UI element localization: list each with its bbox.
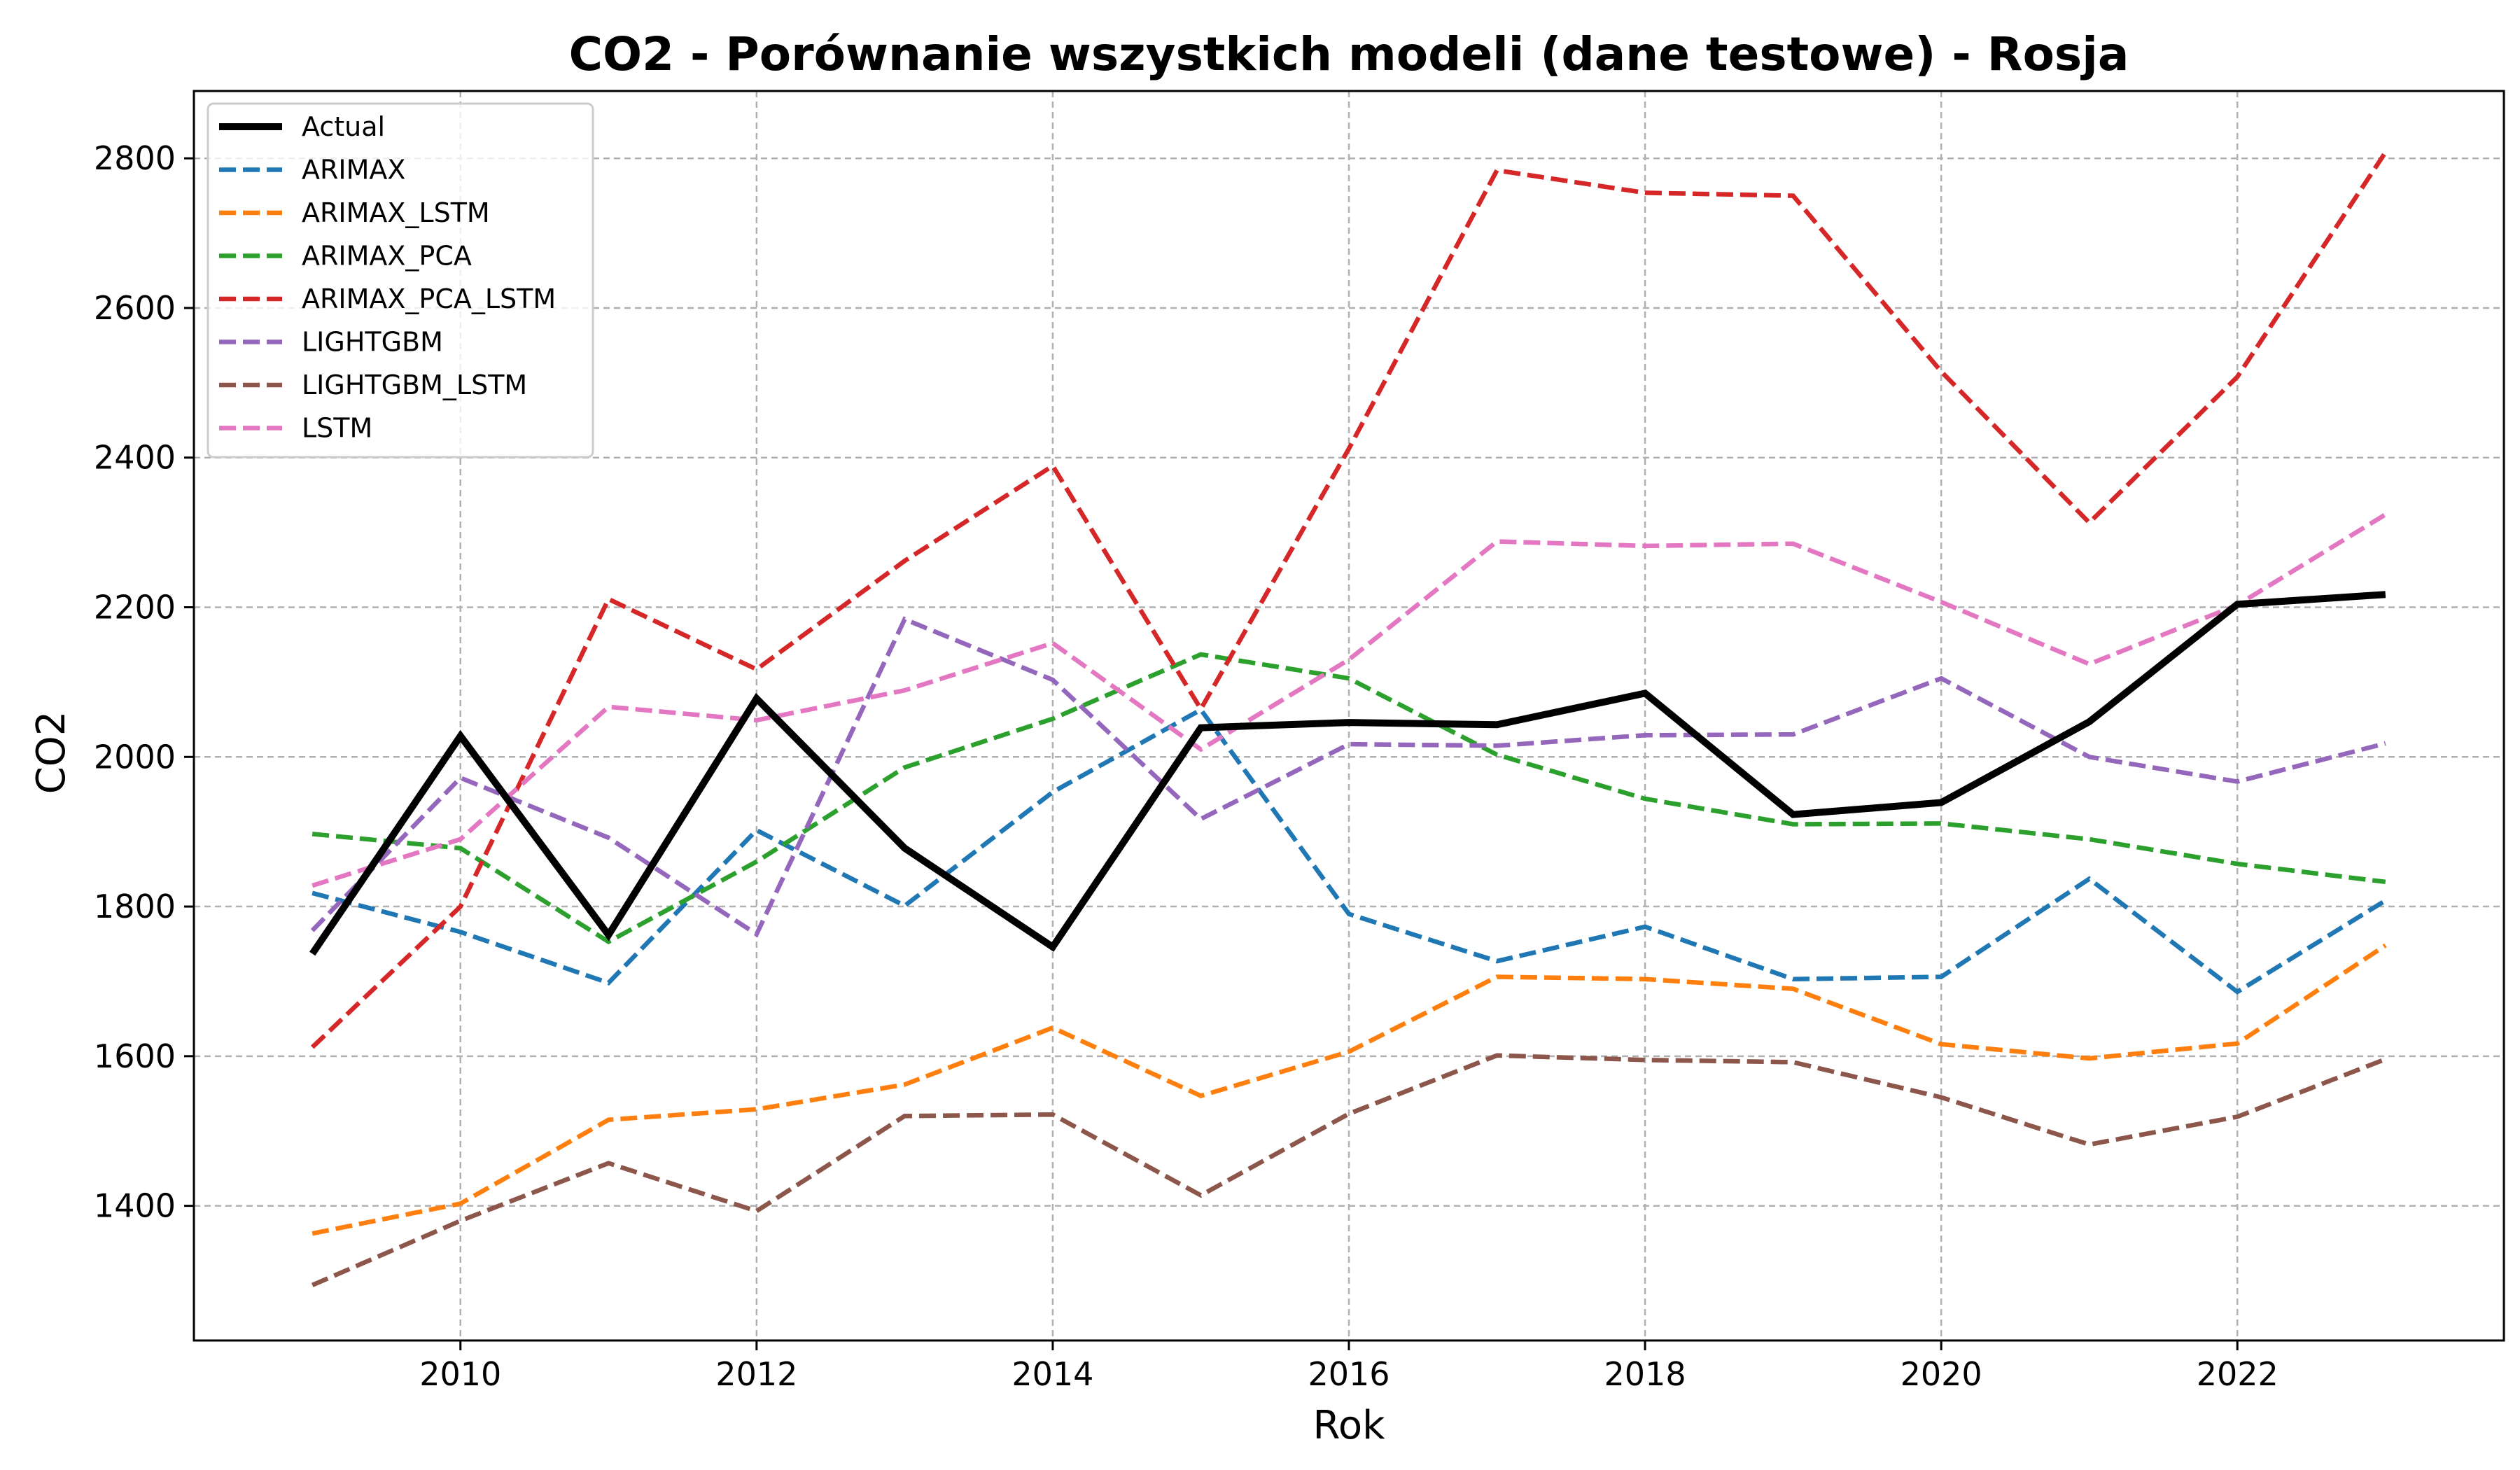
legend-label-lightgbm: LIGHTGBM [302,327,443,358]
legend-label-arimax: ARIMAX [302,155,405,186]
y-axis-label: CO2 [29,711,74,794]
legend-box [206,102,594,458]
legend-label-actual: Actual [302,111,385,142]
legend-label-lightgbm-lstm: LIGHTGBM_LSTM [302,370,527,400]
y-tick-label: 2000 [94,738,176,776]
series-lines [309,150,2388,1287]
legend-label-arimax-lstm: ARIMAX_LSTM [302,197,490,228]
x-tick-label: 2022 [2197,1355,2278,1393]
y-tick-label: 2200 [94,589,176,626]
x-axis-label: Rok [1312,1403,1385,1448]
x-tick-label: 2018 [1604,1355,1686,1393]
y-tick-label: 2400 [94,439,176,477]
y-tick-label: 2800 [94,139,176,177]
series-line-arimax [312,706,2387,995]
x-tick-label: 2016 [1308,1355,1390,1393]
series-line-arimax-lstm [312,943,2387,1236]
y-tick-label: 1600 [94,1037,176,1075]
series-line-arimax-pca [312,652,2386,945]
series-line-lightgbm-lstm [311,1053,2386,1287]
y-tick-label: 1400 [94,1187,176,1225]
series-line-arimax-pca-lstm [310,150,2388,1049]
series-line-lightgbm [310,616,2386,938]
x-tick-label: 2010 [419,1355,501,1393]
series-line-lstm [312,512,2387,888]
grid-lines [194,91,2504,1340]
y-tick-label: 1800 [94,888,176,925]
x-tick-label: 2014 [1011,1355,1093,1393]
x-tick-label: 2020 [1900,1355,1982,1393]
legend: Actual ARIMAX ARIMAX_LSTM ARIMAX_PCA ARIMAX_… [206,102,594,458]
legend-label-arimax-pca-lstm: ARIMAX_PCA_LSTM [302,284,556,314]
chart-title: CO2 - Porównanie wszystkich modeli (dane… [569,27,2129,81]
legend-label-arimax-pca: ARIMAX_PCA [302,241,472,272]
x-axis-ticks: 2010 2012 2014 2016 2018 2020 2022 [419,1340,2278,1393]
legend-label-lstm: LSTM [302,413,372,444]
y-axis-ticks: 1400 1600 1800 2000 2200 2400 2600 2800 [94,139,194,1225]
series-line-actual [309,591,2386,956]
y-tick-label: 2600 [94,289,176,327]
x-tick-label: 2012 [715,1355,797,1393]
